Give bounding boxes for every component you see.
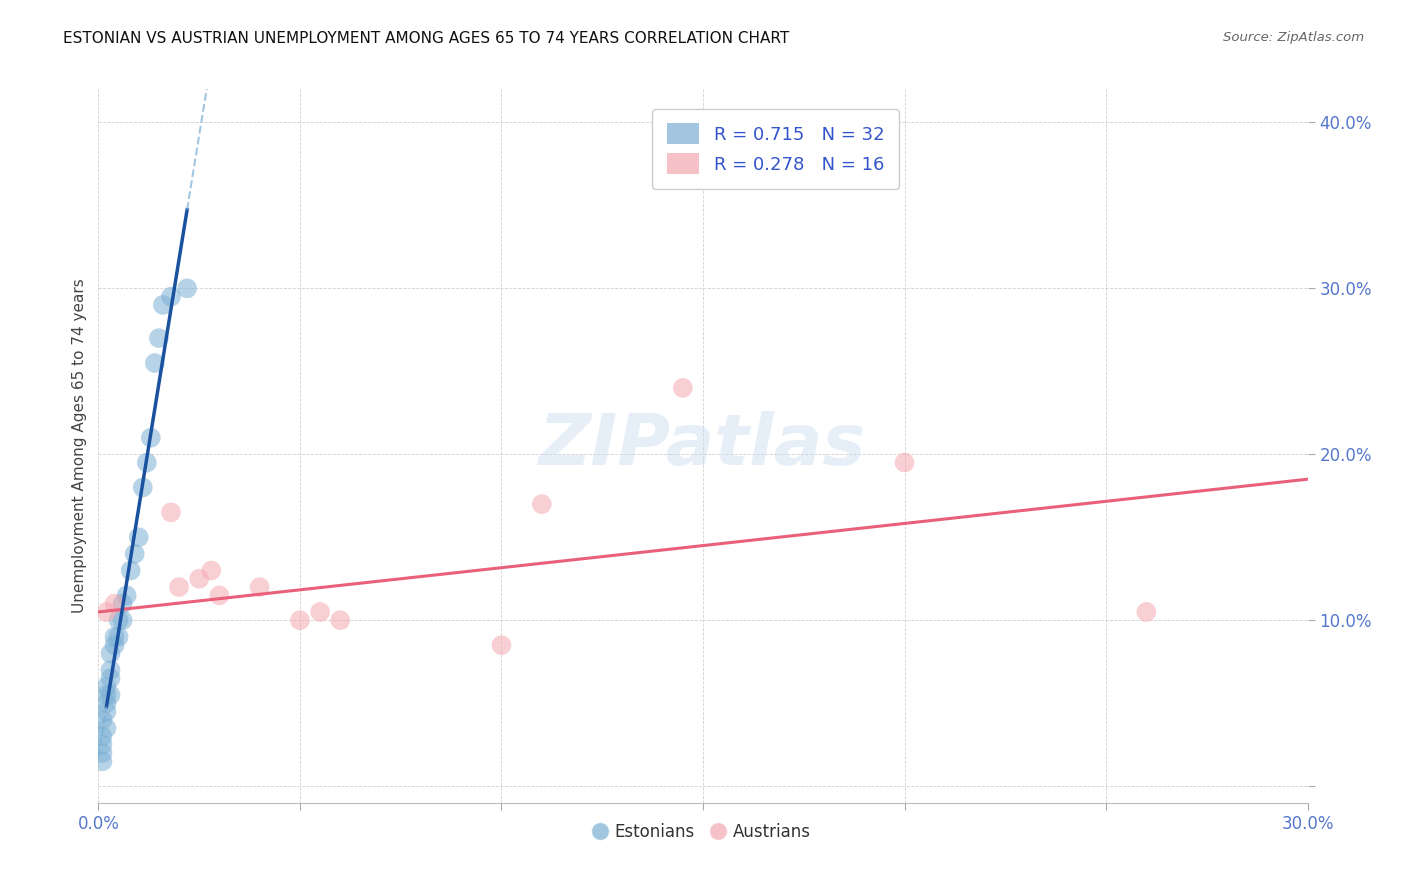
Y-axis label: Unemployment Among Ages 65 to 74 years: Unemployment Among Ages 65 to 74 years <box>72 278 87 614</box>
Point <box>96 605 118 619</box>
Point <box>200 564 222 578</box>
Point <box>329 613 352 627</box>
Point <box>91 713 114 727</box>
Text: ZIPatlas: ZIPatlas <box>540 411 866 481</box>
Point <box>208 588 231 602</box>
Point <box>530 497 553 511</box>
Point <box>143 356 166 370</box>
Point <box>96 721 118 735</box>
Legend: Estonians, Austrians: Estonians, Austrians <box>589 817 817 848</box>
Point <box>100 647 122 661</box>
Point <box>176 281 198 295</box>
Point <box>111 597 134 611</box>
Point <box>160 505 183 519</box>
Point <box>103 597 125 611</box>
Point <box>188 572 211 586</box>
Point <box>491 638 513 652</box>
Point <box>148 331 170 345</box>
Point <box>672 381 695 395</box>
Point <box>91 746 114 760</box>
Point <box>96 705 118 719</box>
Point <box>309 605 332 619</box>
Point <box>91 738 114 752</box>
Point <box>96 680 118 694</box>
Point <box>111 613 134 627</box>
Text: Source: ZipAtlas.com: Source: ZipAtlas.com <box>1223 31 1364 45</box>
Point <box>100 688 122 702</box>
Point <box>103 638 125 652</box>
Text: ESTONIAN VS AUSTRIAN UNEMPLOYMENT AMONG AGES 65 TO 74 YEARS CORRELATION CHART: ESTONIAN VS AUSTRIAN UNEMPLOYMENT AMONG … <box>63 31 790 46</box>
Point <box>91 730 114 744</box>
Point <box>893 456 915 470</box>
Point <box>249 580 271 594</box>
Point <box>91 754 114 768</box>
Point <box>107 630 129 644</box>
Point <box>120 564 142 578</box>
Point <box>167 580 190 594</box>
Point <box>152 298 174 312</box>
Point <box>100 663 122 677</box>
Point <box>124 547 146 561</box>
Point <box>139 431 162 445</box>
Point <box>132 481 155 495</box>
Point <box>1135 605 1157 619</box>
Point <box>135 456 157 470</box>
Point <box>100 671 122 685</box>
Point <box>96 696 118 710</box>
Point <box>107 613 129 627</box>
Point <box>115 588 138 602</box>
Point <box>103 630 125 644</box>
Point <box>160 290 183 304</box>
Point <box>128 530 150 544</box>
Point <box>288 613 311 627</box>
Point <box>96 688 118 702</box>
